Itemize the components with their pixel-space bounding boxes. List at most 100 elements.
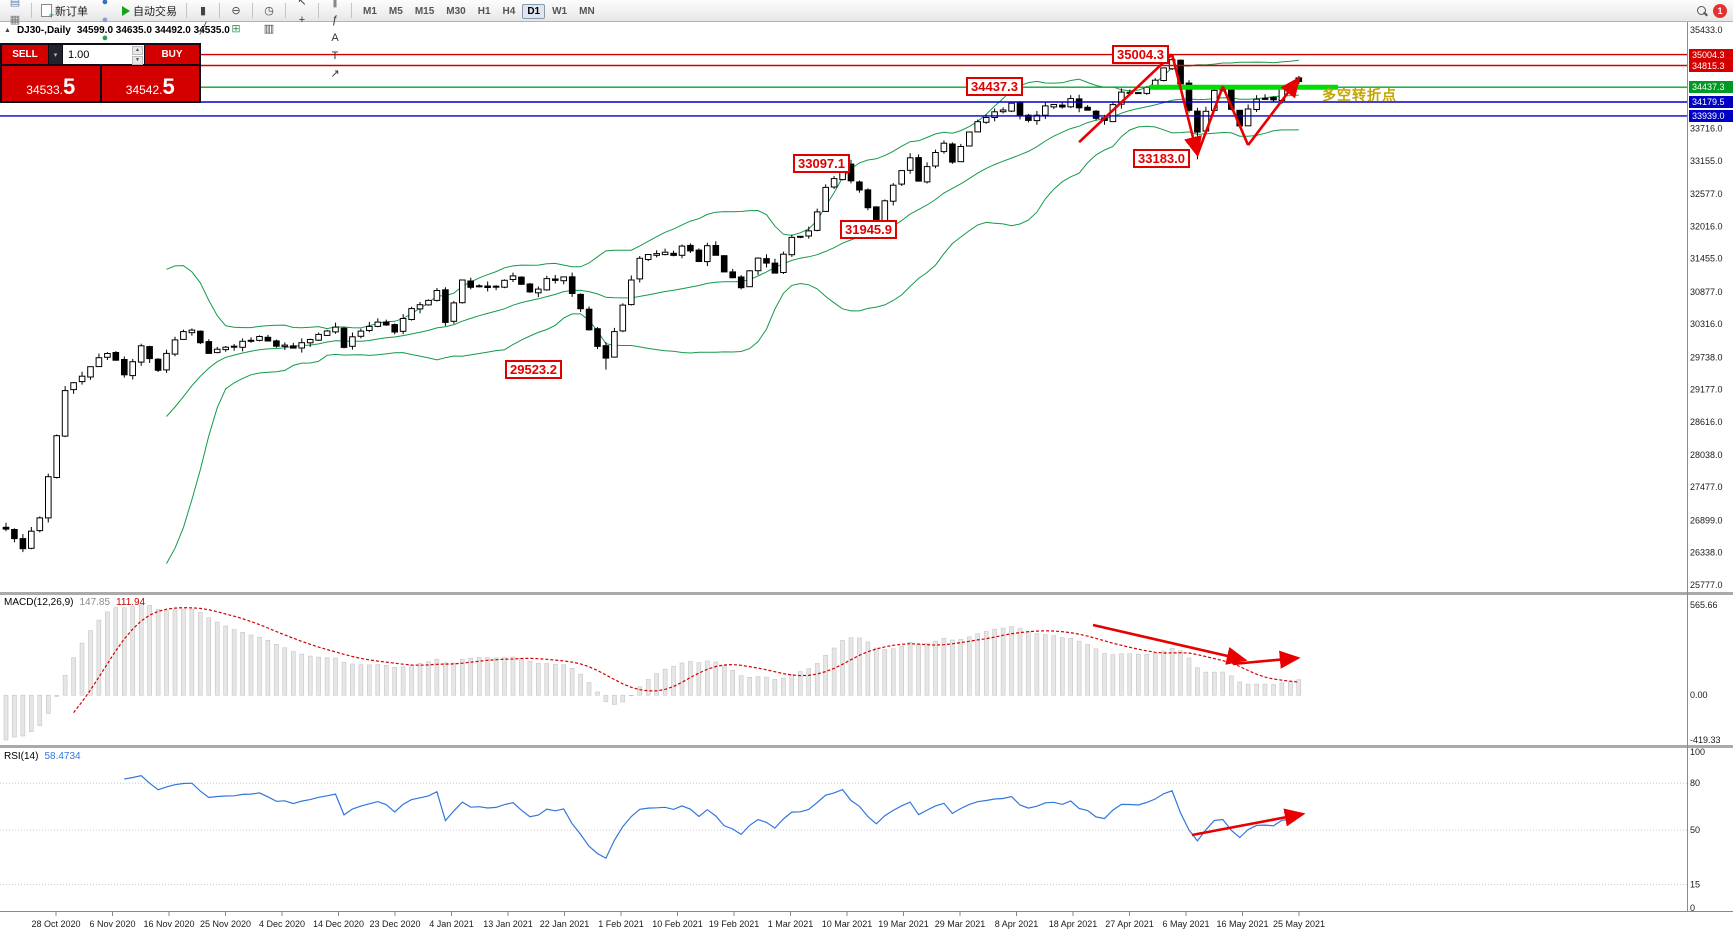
autotrading-play-icon: [122, 5, 130, 16]
channel-icon[interactable]: ∥: [324, 0, 346, 11]
svg-text:22 Jan 2021: 22 Jan 2021: [540, 919, 590, 929]
line-chart-icon[interactable]: ╱: [192, 20, 214, 38]
chart-type-group: ▌▮╱: [192, 0, 214, 38]
svg-text:29738.0: 29738.0: [1690, 352, 1723, 362]
timeframe-m1[interactable]: M1: [363, 5, 377, 17]
price-annotation-box[interactable]: 31945.9: [840, 220, 897, 240]
profiles-icon[interactable]: ▦: [4, 11, 26, 29]
main-price-pane[interactable]: [0, 53, 1687, 564]
svg-text:26899.0: 26899.0: [1690, 515, 1723, 525]
terminal-icon[interactable]: ●: [94, 29, 116, 47]
price-axis-tag: 34437.3: [1689, 81, 1733, 94]
zoom-group: ⊕⊖⊞: [225, 0, 247, 38]
price-annotation-box[interactable]: 34437.3: [966, 77, 1023, 97]
arrows-icon: ↗: [330, 67, 340, 80]
navigator-icon: ●: [101, 13, 109, 26]
timeframe-h4[interactable]: H4: [502, 5, 516, 17]
crosshair-icon: +: [298, 13, 306, 26]
new-order-button[interactable]: 新订单: [37, 2, 92, 20]
timeframe-w1[interactable]: W1: [552, 5, 568, 17]
timeframe-m15[interactable]: M15: [414, 5, 435, 17]
cursor-icon[interactable]: ↖: [291, 0, 313, 11]
order-type-dropdown[interactable]: ▾: [49, 45, 62, 64]
insert-group: +◷▥: [258, 0, 280, 38]
svg-text:29 Mar 2021: 29 Mar 2021: [935, 919, 986, 929]
timeframe-m5[interactable]: M5: [388, 5, 403, 17]
timeframe-d1[interactable]: D1: [522, 3, 546, 19]
toolbar-separator: [186, 3, 187, 18]
timeframe-m30[interactable]: M30: [446, 5, 466, 17]
ask-price[interactable]: 34542. 5: [101, 66, 199, 101]
trend-arrow-segment: [1170, 53, 1202, 158]
trend-arrow-segment: [1196, 86, 1225, 156]
search-icon[interactable]: [1697, 5, 1707, 16]
tile-windows-icon: ⊞: [231, 22, 241, 35]
cursor-icon: ↖: [297, 0, 307, 8]
svg-text:16 May 2021: 16 May 2021: [1216, 919, 1268, 929]
macd-signal-line: [73, 607, 1299, 713]
template-icon[interactable]: ▥: [258, 20, 280, 38]
price-annotation-box[interactable]: 29523.2: [505, 359, 562, 379]
new-chart-icon[interactable]: ▤: [4, 0, 26, 11]
svg-text:19 Mar 2021: 19 Mar 2021: [878, 919, 929, 929]
macd-label: MACD(12,26,9) 147.85 111.94: [4, 597, 145, 608]
svg-text:19 Feb 2021: 19 Feb 2021: [709, 919, 760, 929]
svg-text:50: 50: [1690, 825, 1700, 835]
market-watch-icon[interactable]: ●: [94, 0, 116, 11]
draw-tools-group: |—╱∥ƒAT↗: [324, 0, 346, 83]
svg-text:27477.0: 27477.0: [1690, 482, 1723, 492]
svg-text:4 Dec 2020: 4 Dec 2020: [259, 919, 305, 929]
channel-icon: ∥: [332, 0, 338, 8]
trade-panel-controls: SELL ▾ ▲▼ BUY: [2, 45, 199, 65]
svg-text:25777.0: 25777.0: [1690, 580, 1723, 590]
svg-text:25 Nov 2020: 25 Nov 2020: [200, 919, 251, 929]
periods-icon[interactable]: ◷: [258, 2, 280, 20]
price-annotation-box[interactable]: 35004.3: [1112, 44, 1169, 64]
price-annotation-box[interactable]: 33183.0: [1133, 149, 1190, 169]
svg-text:18 Apr 2021: 18 Apr 2021: [1049, 919, 1098, 929]
rsi-pane[interactable]: [0, 775, 1687, 886]
price-axis-tag: 34815.3: [1689, 59, 1733, 72]
timeframe-h1[interactable]: H1: [477, 5, 491, 17]
new-order-label: 新订单: [55, 5, 88, 18]
label-icon[interactable]: T: [324, 47, 346, 65]
chart-title: ▲ DJ30-,Daily 34599.0 34635.0 34492.0 34…: [4, 25, 230, 36]
fibonacci-icon[interactable]: ƒ: [324, 11, 346, 29]
buy-button[interactable]: BUY: [145, 45, 199, 64]
new-chart-icon: ▤: [9, 0, 21, 8]
zoom-out-icon[interactable]: ⊖: [225, 2, 247, 20]
toolbar-separator: [351, 3, 352, 18]
svg-text:14 Dec 2020: 14 Dec 2020: [313, 919, 364, 929]
turning-point-label[interactable]: 多空转折点: [1322, 87, 1397, 103]
arrows-icon[interactable]: ↗: [324, 65, 346, 83]
bid-price[interactable]: 34533. 5: [2, 66, 100, 101]
volume-input[interactable]: [63, 45, 144, 65]
rsi-trend-arrow: [1191, 808, 1306, 837]
macd-trend-arrow: [1092, 623, 1248, 665]
navigator-icon[interactable]: ●: [94, 11, 116, 29]
svg-text:31455.0: 31455.0: [1690, 254, 1723, 264]
candlestick-chart-icon: ▮: [199, 4, 207, 17]
volume-up-icon[interactable]: ▲: [132, 46, 143, 55]
crosshair-icon[interactable]: +: [291, 11, 313, 29]
notification-badge[interactable]: 1: [1713, 3, 1727, 18]
rsi-value: 58.4734: [44, 751, 81, 762]
cursor-group: ↖ +: [291, 0, 313, 29]
svg-text:10 Feb 2021: 10 Feb 2021: [652, 919, 703, 929]
auto-trading-button[interactable]: 自动交易: [118, 2, 181, 20]
candlestick-chart-icon[interactable]: ▮: [192, 2, 214, 20]
price-annotation-box[interactable]: 33097.1: [793, 154, 850, 174]
volume-down-icon[interactable]: ▼: [132, 56, 143, 65]
ohlc-values: 34599.0 34635.0 34492.0 34535.0: [76, 25, 230, 36]
macd-pane[interactable]: [3, 603, 1302, 741]
timeframe-mn[interactable]: MN: [579, 5, 595, 17]
rsi-label: RSI(14) 58.4734: [4, 751, 81, 762]
svg-text:28616.0: 28616.0: [1690, 417, 1723, 427]
one-click-toggle-icon[interactable]: ▲: [4, 27, 11, 34]
svg-text:-419.33: -419.33: [1690, 735, 1721, 745]
sell-button[interactable]: SELL: [2, 45, 48, 64]
text-icon[interactable]: A: [324, 29, 346, 47]
svg-text:29177.0: 29177.0: [1690, 385, 1723, 395]
tile-windows-icon[interactable]: ⊞: [225, 20, 247, 38]
